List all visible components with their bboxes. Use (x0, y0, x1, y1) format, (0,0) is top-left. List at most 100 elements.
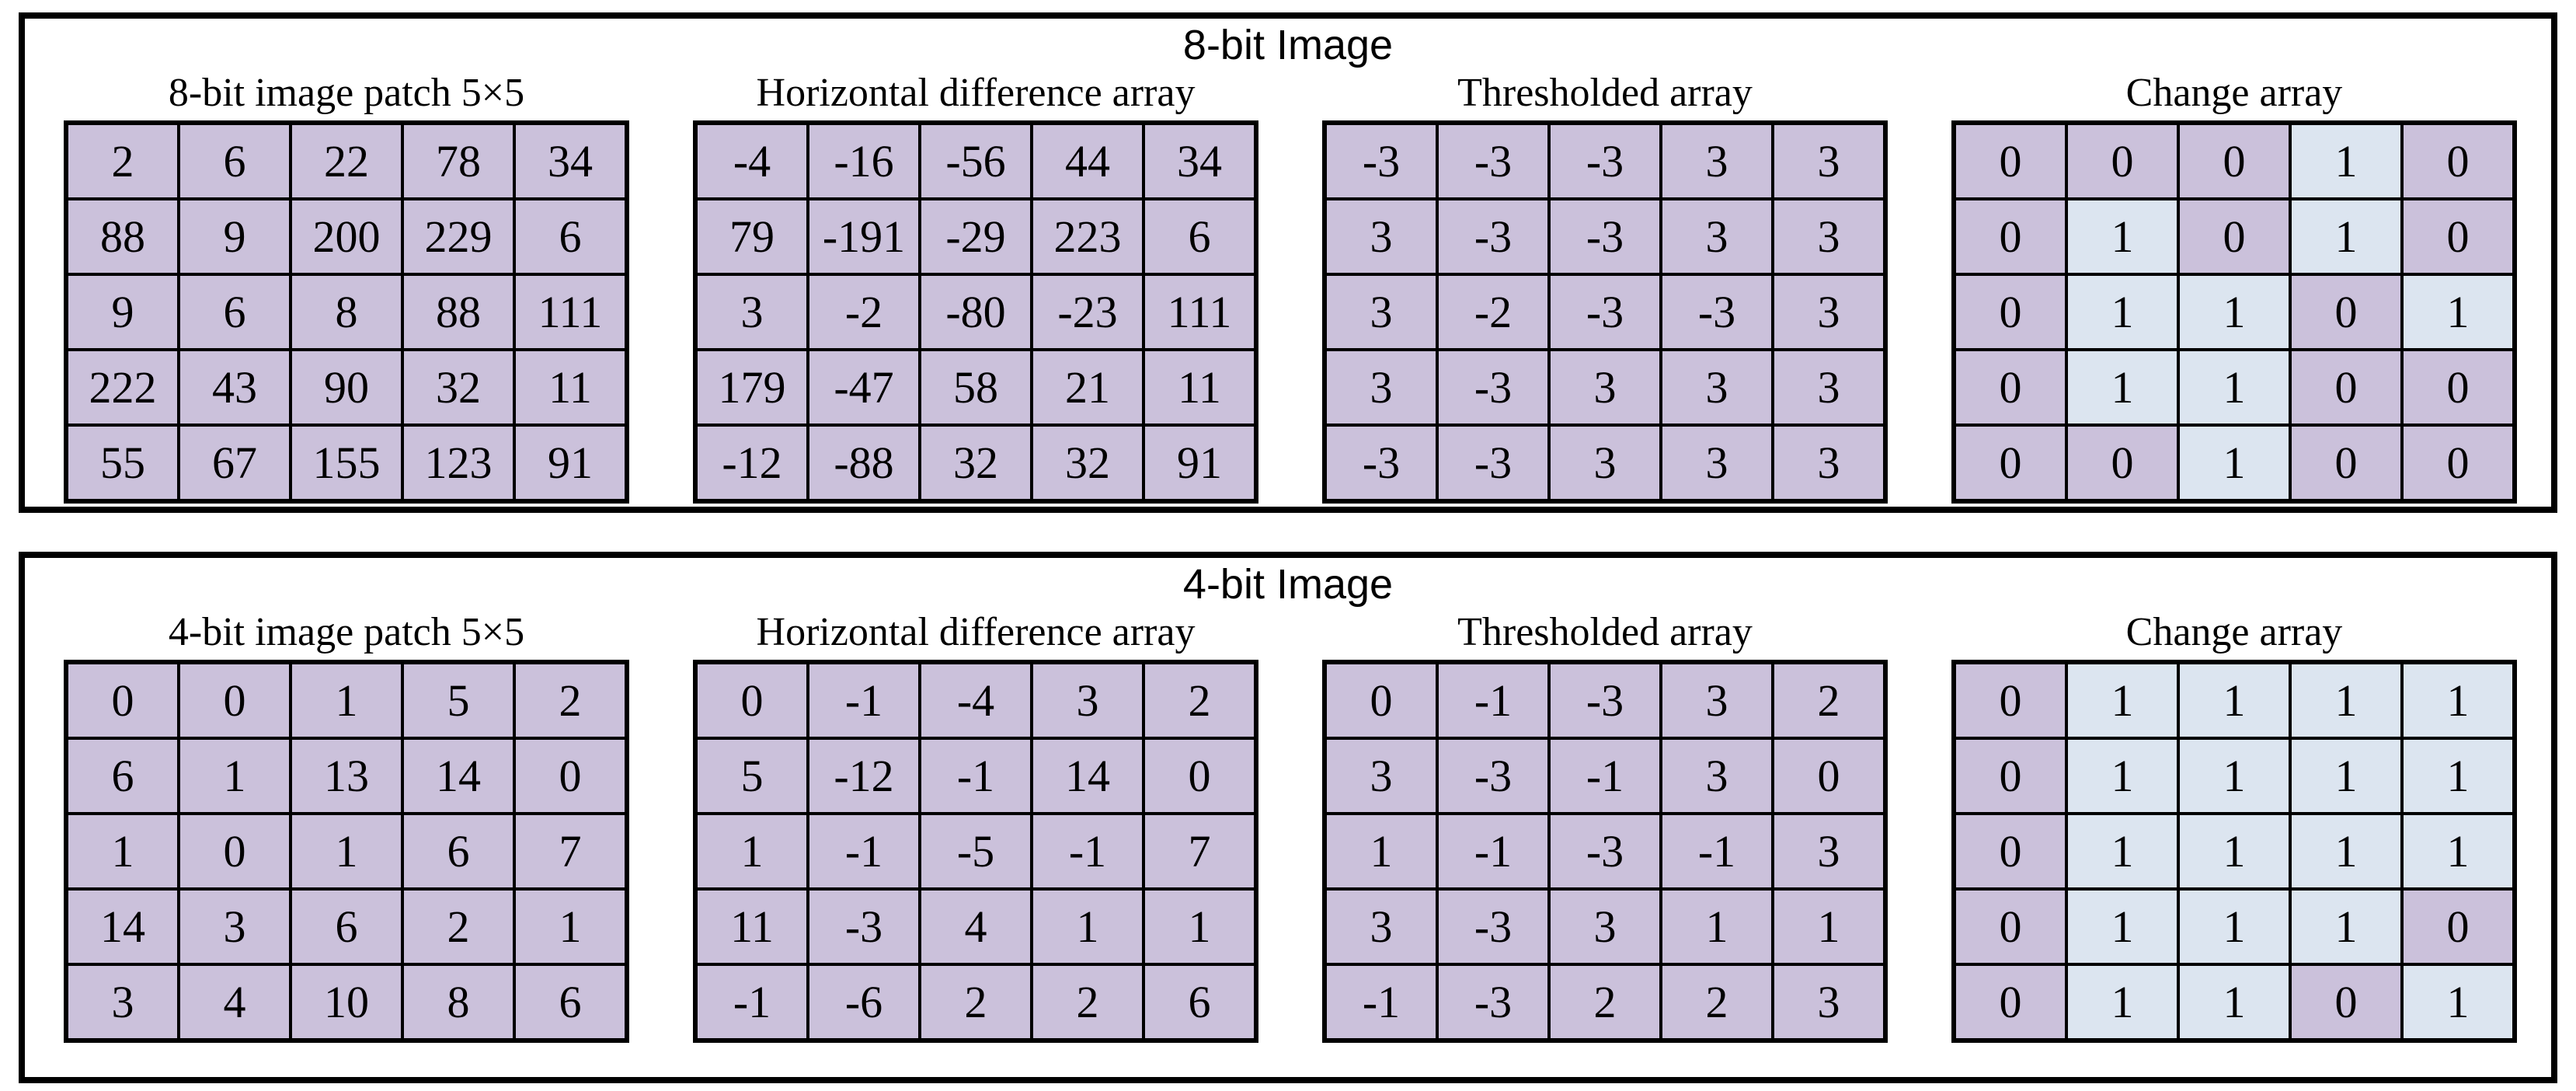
grid-cell: 6 (513, 963, 628, 1043)
grid-cell: 2 (1030, 963, 1145, 1043)
grid-cell: 44 (1030, 121, 1145, 201)
grid-cell: 111 (513, 273, 628, 352)
grid-4bit-patch: 4-bit image patch 5×5 0 0 1 5 2 6 1 13 14 0 1 0 1 6 7 14… (64, 609, 629, 1044)
grid-cell: 3 (1771, 348, 1887, 427)
grid-cell: -6 (806, 963, 921, 1043)
grid-cell: 11 (1142, 348, 1258, 427)
grid-cell: 1 (1142, 887, 1258, 967)
grid-row: -4 -16 -56 44 34 (694, 121, 1258, 201)
grid-cell: 3 (1659, 197, 1774, 277)
grid-table-hdiff: 0 -1 -4 3 2 5 -12 -1 14 0 1 -1 -5 -1 7 11 -3 4 1 1 -1 -6 2 2 6 (693, 660, 1258, 1044)
grid-cell: 3 (1323, 197, 1439, 277)
grid-cell: 0 (64, 661, 180, 741)
grid-cell: 222 (64, 348, 180, 427)
grid-cell: -1 (1547, 737, 1662, 816)
grid-cell: 1 (2065, 963, 2180, 1043)
grid-cell: 1 (2400, 661, 2516, 741)
grid-cell: 5 (694, 737, 809, 816)
grid-cell: 0 (1771, 737, 1887, 816)
grid-cell: 14 (1030, 737, 1145, 816)
grid-cell: 3 (1547, 424, 1662, 504)
grid-cell: 11 (694, 887, 809, 967)
grid-cell: -12 (806, 737, 921, 816)
grid-row: 3 -3 -1 3 0 (1323, 737, 1887, 816)
grid-cell: 0 (513, 737, 628, 816)
grid-cell: 229 (401, 197, 516, 277)
grid-cell: 0 (2400, 348, 2516, 427)
grid-header-patch: 4-bit image patch 5×5 (168, 610, 525, 655)
grid-cell: 1 (2289, 197, 2404, 277)
grids-row-8bit: 8-bit image patch 5×5 2 6 22 78 34 88 9 200 229 6 9… (25, 70, 2551, 504)
grid-cell: 0 (2400, 121, 2516, 201)
grid-row: -3 -3 3 3 3 (1323, 424, 1887, 504)
grid-cell: 1 (2177, 273, 2292, 352)
grid-cell: 0 (2065, 424, 2180, 504)
panel-8bit: 8-bit Image 8-bit image patch 5×5 2 6 22 78 34… (19, 12, 2557, 513)
grid-cell: 0 (1952, 273, 2068, 352)
grid-cell: -3 (1323, 121, 1439, 201)
grid-cell: 7 (513, 812, 628, 891)
grid-cell: 6 (64, 737, 180, 816)
grid-header-hdiff: Horizontal difference array (756, 71, 1196, 116)
grid-cell: 0 (2400, 197, 2516, 277)
grid-row: 3 4 10 8 6 (64, 963, 628, 1043)
grid-cell: 0 (2289, 963, 2404, 1043)
grid-row: 2 6 22 78 34 (64, 121, 628, 201)
grid-cell: 1 (1030, 887, 1145, 967)
grid-cell: 0 (2400, 887, 2516, 967)
grid-cell: 1 (2065, 661, 2180, 741)
grid-cell: -1 (1323, 963, 1439, 1043)
grid-cell: 6 (289, 887, 404, 967)
grid-cell: 111 (1142, 273, 1258, 352)
grid-cell: 2 (1142, 661, 1258, 741)
grid-cell: -88 (806, 424, 921, 504)
grid-row: 1 -1 -3 -1 3 (1323, 812, 1887, 891)
grid-header-thresh: Thresholded array (1457, 610, 1753, 655)
grid-cell: -4 (918, 661, 1033, 741)
grid-cell: -3 (1436, 887, 1551, 967)
grid-cell: 3 (1771, 197, 1887, 277)
grid-cell: 0 (694, 661, 809, 741)
grid-cell: 0 (1952, 424, 2068, 504)
grid-4bit-change: Change array 0 1 1 1 1 0 1 1 1 1 0 1 1 1 1 0 1 1 1 0 0 1 1 0 1 (1951, 609, 2517, 1044)
grid-cell: 0 (2177, 197, 2292, 277)
grid-cell: 7 (1142, 812, 1258, 891)
grid-cell: 1 (2400, 963, 2516, 1043)
grid-cell: 0 (2065, 121, 2180, 201)
grid-cell: 3 (1547, 348, 1662, 427)
grid-cell: 6 (513, 197, 628, 277)
grid-row: 222 43 90 32 11 (64, 348, 628, 427)
grid-cell: 1 (2400, 812, 2516, 891)
grid-cell: 1 (2177, 737, 2292, 816)
grid-4bit-thresh: Thresholded array 0 -1 -3 3 2 3 -3 -1 3 0 1 -1 -3 -1 3 3… (1322, 609, 1888, 1044)
grid-table-patch: 0 0 1 5 2 6 1 13 14 0 1 0 1 6 7 14 3 6 2 1 3 4 10 8 6 (64, 660, 629, 1044)
grid-header-patch: 8-bit image patch 5×5 (168, 71, 525, 116)
grid-cell: 0 (177, 812, 292, 891)
grid-cell: 4 (177, 963, 292, 1043)
grid-cell: 1 (2065, 737, 2180, 816)
grid-cell: 58 (918, 348, 1033, 427)
grid-cell: -23 (1030, 273, 1145, 352)
grid-8bit-thresh: Thresholded array -3 -3 -3 3 3 3 -3 -3 3 3 3 -2 -3 -3 3… (1322, 70, 1888, 504)
grid-cell: 1 (2177, 424, 2292, 504)
grid-body: 0 0 1 5 2 6 1 13 14 0 1 0 1 6 7 14 3 6 2 1 3 4 10 8 6 (64, 661, 628, 1043)
grid-cell: 0 (2289, 348, 2404, 427)
grid-8bit-change: Change array 0 0 0 1 0 0 1 0 1 0 0 1 1 0 1 0 1 1 0 0 0 0 1 0 0 (1951, 70, 2517, 504)
grid-body: -4 -16 -56 44 34 79 -191 -29 223 6 3 -2 -80 -23 111 179… (694, 121, 1258, 504)
grid-cell: -1 (806, 661, 921, 741)
grid-cell: 91 (1142, 424, 1258, 504)
grid-cell: 200 (289, 197, 404, 277)
grid-cell: 2 (64, 121, 180, 201)
grid-cell: 34 (513, 121, 628, 201)
grid-cell: 223 (1030, 197, 1145, 277)
grid-cell: 6 (1142, 963, 1258, 1043)
grid-cell: 2 (401, 887, 516, 967)
grid-cell: 55 (64, 424, 180, 504)
